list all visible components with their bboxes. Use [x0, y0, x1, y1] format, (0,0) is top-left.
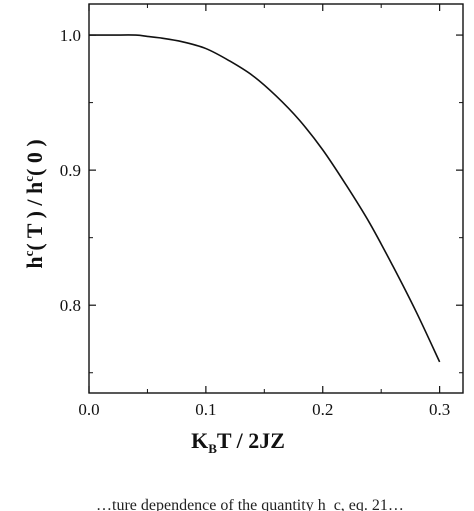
plot-area: 0.0 0.1 0.2 0.3 0.8 0.9 1.0: [60, 3, 464, 419]
x-tick-label: 0.2: [312, 400, 333, 419]
x-tick-label: 0.0: [78, 400, 99, 419]
x-tick-label: 0.1: [195, 400, 216, 419]
y-axis-label-sup2: c: [21, 176, 36, 182]
y-axis-label-sup1: c: [21, 250, 36, 256]
y-axis-label: hc( T ) / hc( 0 ): [21, 139, 47, 268]
y-tick-label: 0.9: [60, 161, 81, 180]
caption-fragment: …ture dependence of the quantity h_c, eq…: [96, 497, 404, 511]
series-line: [89, 34, 441, 363]
x-ticks: 0.0 0.1 0.2 0.3: [78, 4, 450, 419]
x-axis-label-rest: T / 2JZ: [217, 428, 285, 453]
y-ticks: 0.8 0.9 1.0: [60, 26, 463, 374]
x-axis-label: KBT / 2JZ: [191, 428, 285, 456]
y-tick-label: 1.0: [60, 26, 81, 45]
y-axis-label-mid: ( T ) / h: [22, 182, 47, 251]
x-axis-label-main: K: [191, 428, 208, 453]
x-axis-label-sub: B: [208, 441, 217, 456]
y-axis-label-end: ( 0 ): [22, 139, 47, 176]
x-tick-label: 0.3: [429, 400, 450, 419]
y-tick-label: 0.8: [60, 296, 81, 315]
plot-frame: [88, 3, 464, 394]
y-axis-label-h1: h: [22, 256, 47, 268]
